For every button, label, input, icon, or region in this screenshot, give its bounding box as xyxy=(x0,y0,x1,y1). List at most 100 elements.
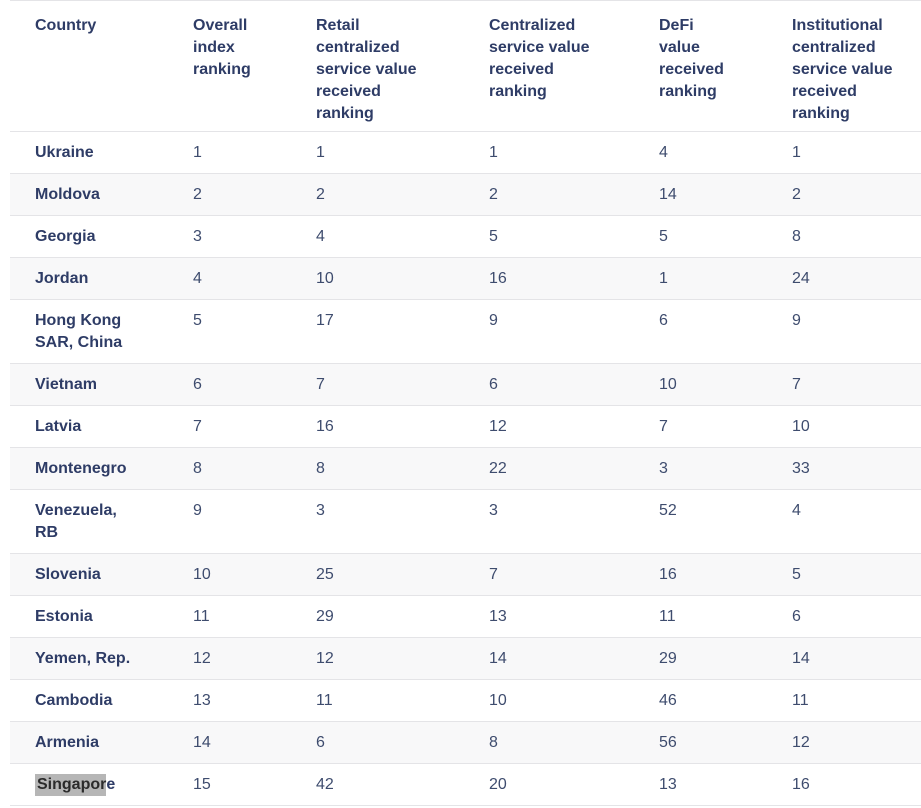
column-header-overall-index-ranking: Overall index ranking xyxy=(190,0,313,132)
institutional-centralized-ranking-cell: 11 xyxy=(789,679,921,722)
defi-ranking-cell: 7 xyxy=(656,405,789,448)
institutional-centralized-ranking-cell: 5 xyxy=(789,553,921,596)
country-label: Hong Kong SAR, China xyxy=(35,312,123,351)
rankings-table-container: Country Overall index ranking Retail cen… xyxy=(10,0,921,806)
header-row: Country Overall index ranking Retail cen… xyxy=(10,0,921,132)
country-rankings-table: Country Overall index ranking Retail cen… xyxy=(10,0,921,806)
table-row: Jordan 4 10 16 1 24 xyxy=(10,257,921,300)
defi-ranking-cell: 6 xyxy=(656,299,789,364)
retail-centralized-ranking-cell: 1 xyxy=(316,144,325,161)
institutional-centralized-ranking-cell: 9 xyxy=(789,299,921,364)
table-row: Armenia 14 6 8 56 12 xyxy=(10,721,921,764)
country-label: Venezuela, RB xyxy=(35,502,117,541)
institutional-centralized-ranking-cell: 8 xyxy=(789,215,921,258)
column-header-defi-ranking: DeFi value received ranking xyxy=(656,0,789,132)
overall-index-ranking-cell: 3 xyxy=(190,215,313,258)
institutional-centralized-ranking-cell: 33 xyxy=(789,447,921,490)
overall-index-ranking-cell: 6 xyxy=(190,363,313,406)
table-row: Vietnam 6 7 6 10 7 xyxy=(10,363,921,406)
country-label: Armenia xyxy=(35,734,100,751)
overall-index-ranking-cell: 7 xyxy=(190,405,313,448)
country-label: Cambodia xyxy=(35,692,113,709)
retail-centralized-ranking-cell: 3 xyxy=(313,489,486,554)
country-label: e xyxy=(106,776,116,793)
country-cell: Ukraine xyxy=(10,132,190,174)
institutional-centralized-ranking-cell: 16 xyxy=(789,763,921,806)
overall-index-ranking-cell: 13 xyxy=(190,679,313,722)
country-cell: Armenia xyxy=(10,721,190,764)
defi-ranking-cell: 52 xyxy=(656,489,789,554)
defi-ranking-cell: 29 xyxy=(656,637,789,680)
defi-ranking-cell: 46 xyxy=(656,679,789,722)
overall-index-ranking-cell: 8 xyxy=(190,447,313,490)
institutional-centralized-ranking-cell: 14 xyxy=(789,637,921,680)
country-cell: Hong Kong SAR, China xyxy=(10,299,190,364)
defi-ranking-cell: 4 xyxy=(659,144,668,161)
retail-centralized-ranking-cell: 2 xyxy=(313,173,486,216)
centralized-ranking-cell: 16 xyxy=(486,257,656,300)
country-label: Moldova xyxy=(35,186,100,203)
overall-index-ranking-cell: 15 xyxy=(190,763,313,806)
overall-index-ranking-cell: 9 xyxy=(190,489,313,554)
retail-centralized-ranking-cell: 29 xyxy=(313,595,486,638)
defi-ranking-cell: 10 xyxy=(656,363,789,406)
overall-index-ranking-cell: 11 xyxy=(190,595,313,638)
overall-index-ranking-cell: 14 xyxy=(190,721,313,764)
country-cell: Montenegro xyxy=(10,447,190,490)
table-row: Ukraine 1 1 1 4 1 xyxy=(10,132,921,174)
centralized-ranking-cell: 14 xyxy=(486,637,656,680)
retail-centralized-ranking-cell: 25 xyxy=(313,553,486,596)
institutional-centralized-ranking-cell: 4 xyxy=(789,489,921,554)
retail-centralized-ranking-cell: 10 xyxy=(313,257,486,300)
centralized-ranking-cell: 1 xyxy=(489,144,498,161)
centralized-ranking-cell: 2 xyxy=(486,173,656,216)
table-row: Cambodia 13 11 10 46 11 xyxy=(10,679,921,722)
institutional-centralized-ranking-cell: 2 xyxy=(789,173,921,216)
defi-ranking-cell: 1 xyxy=(656,257,789,300)
centralized-ranking-cell: 5 xyxy=(486,215,656,258)
centralized-ranking-cell: 8 xyxy=(486,721,656,764)
retail-centralized-ranking-cell: 12 xyxy=(313,637,486,680)
defi-ranking-cell: 56 xyxy=(656,721,789,764)
country-cell: Cambodia xyxy=(10,679,190,722)
institutional-centralized-ranking-cell: 7 xyxy=(789,363,921,406)
retail-centralized-ranking-cell: 7 xyxy=(313,363,486,406)
centralized-ranking-cell: 10 xyxy=(486,679,656,722)
selection-highlight: Singapor xyxy=(35,774,107,796)
country-cell: Singapore xyxy=(10,763,190,806)
defi-ranking-cell: 11 xyxy=(656,595,789,638)
table-row: Montenegro 8 8 22 3 33 xyxy=(10,447,921,490)
table-row: Yemen, Rep. 12 12 14 29 14 xyxy=(10,637,921,680)
retail-centralized-ranking-cell: 17 xyxy=(313,299,486,364)
table-row: Latvia 7 16 12 7 10 xyxy=(10,405,921,448)
table-row: Slovenia 10 25 7 16 5 xyxy=(10,553,921,596)
country-cell: Vietnam xyxy=(10,363,190,406)
institutional-centralized-ranking-cell: 1 xyxy=(792,144,801,161)
table-row: Moldova 2 2 2 14 2 xyxy=(10,173,921,216)
retail-centralized-ranking-cell: 42 xyxy=(313,763,486,806)
country-cell: Jordan xyxy=(10,257,190,300)
centralized-ranking-cell: 13 xyxy=(486,595,656,638)
country-cell: Venezuela, RB xyxy=(10,489,190,554)
retail-centralized-ranking-cell: 16 xyxy=(313,405,486,448)
institutional-centralized-ranking-cell: 24 xyxy=(789,257,921,300)
defi-ranking-cell: 16 xyxy=(656,553,789,596)
country-label: Montenegro xyxy=(35,460,127,477)
column-header-institutional-centralized-ranking: Institutional centralized service value … xyxy=(789,0,921,132)
centralized-ranking-cell: 6 xyxy=(486,363,656,406)
retail-centralized-ranking-cell: 6 xyxy=(313,721,486,764)
country-label: Vietnam xyxy=(35,376,97,393)
retail-centralized-ranking-cell: 8 xyxy=(313,447,486,490)
country-label: Yemen, Rep. xyxy=(35,650,131,667)
country-cell: Latvia xyxy=(10,405,190,448)
country-label: Georgia xyxy=(35,228,96,245)
overall-index-ranking-cell: 12 xyxy=(190,637,313,680)
overall-index-ranking-cell: 1 xyxy=(193,144,202,161)
institutional-centralized-ranking-cell: 10 xyxy=(789,405,921,448)
overall-index-ranking-cell: 4 xyxy=(190,257,313,300)
retail-centralized-ranking-cell: 11 xyxy=(313,679,486,722)
country-label: Ukraine xyxy=(35,144,94,161)
centralized-ranking-cell: 22 xyxy=(486,447,656,490)
overall-index-ranking-cell: 5 xyxy=(190,299,313,364)
country-label: Estonia xyxy=(35,608,93,625)
